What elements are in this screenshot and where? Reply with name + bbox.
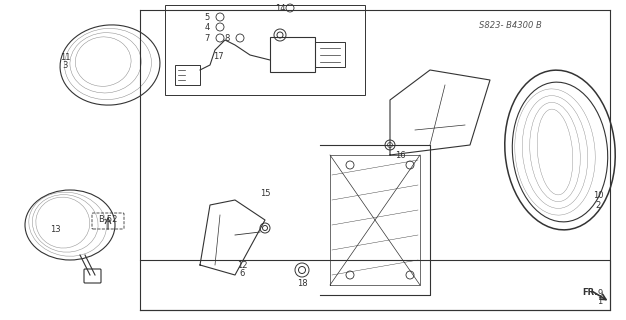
Bar bbox=[165, 5, 365, 95]
Text: 6: 6 bbox=[239, 268, 245, 277]
Text: 5: 5 bbox=[204, 12, 210, 21]
Text: 2: 2 bbox=[595, 201, 600, 210]
Text: 15: 15 bbox=[260, 188, 270, 197]
Text: 11: 11 bbox=[59, 52, 70, 61]
Text: 3: 3 bbox=[63, 60, 68, 69]
Text: 7: 7 bbox=[204, 34, 210, 43]
Bar bbox=[315, 42, 345, 67]
Text: 18: 18 bbox=[297, 278, 307, 287]
Bar bbox=[270, 37, 315, 72]
Text: 17: 17 bbox=[213, 52, 223, 60]
Text: 1: 1 bbox=[597, 298, 603, 307]
Text: B-52: B-52 bbox=[98, 215, 118, 225]
Text: S823- B4300 B: S823- B4300 B bbox=[479, 20, 541, 29]
Text: 13: 13 bbox=[49, 226, 60, 235]
Text: 14: 14 bbox=[275, 4, 285, 12]
Text: 8: 8 bbox=[224, 34, 230, 43]
Text: 16: 16 bbox=[395, 150, 406, 159]
Text: 12: 12 bbox=[237, 260, 247, 269]
Bar bbox=[175, 65, 200, 85]
Text: FR.: FR. bbox=[582, 288, 597, 297]
Text: 4: 4 bbox=[204, 22, 210, 31]
Text: 9: 9 bbox=[597, 290, 603, 299]
Text: 10: 10 bbox=[593, 190, 603, 199]
